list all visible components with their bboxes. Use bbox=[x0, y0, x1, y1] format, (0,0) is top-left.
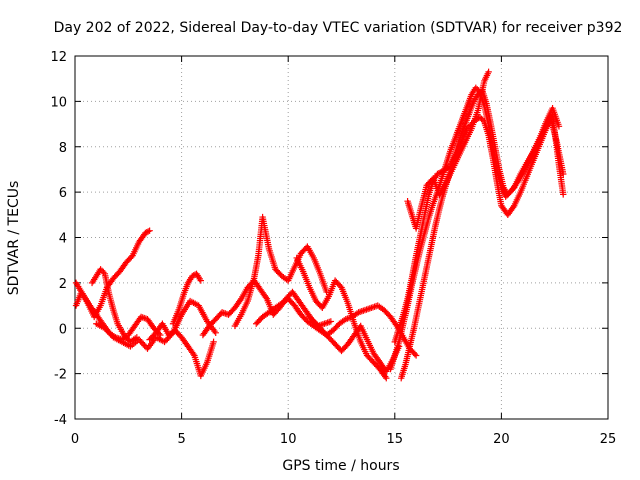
data-point bbox=[100, 269, 107, 276]
data-point bbox=[135, 336, 143, 343]
data-point bbox=[138, 339, 146, 346]
data-point bbox=[434, 170, 441, 178]
data-point bbox=[382, 373, 389, 380]
data-point bbox=[161, 338, 168, 346]
series-track-j bbox=[293, 254, 390, 382]
series-track-m bbox=[397, 86, 563, 382]
data-point bbox=[485, 68, 492, 76]
data-point bbox=[140, 340, 147, 348]
data-point bbox=[197, 277, 204, 284]
data-point bbox=[103, 326, 110, 333]
data-point bbox=[137, 337, 144, 345]
series-track-c bbox=[88, 266, 141, 346]
data-point bbox=[237, 297, 244, 304]
series-track-e bbox=[146, 320, 217, 380]
x-tick-label: 5 bbox=[177, 432, 185, 447]
data-point bbox=[190, 350, 197, 358]
y-tick-label: -4 bbox=[54, 413, 67, 428]
data-point bbox=[143, 229, 150, 236]
data-point bbox=[509, 204, 517, 211]
x-tick-label: 25 bbox=[600, 432, 617, 447]
series-track-f bbox=[169, 270, 204, 327]
series-track-h bbox=[231, 213, 330, 330]
y-tick-label: 4 bbox=[59, 232, 67, 247]
data-point bbox=[560, 170, 567, 178]
data-point bbox=[411, 350, 419, 358]
y-axis-label: SDTVAR / TECUs bbox=[6, 181, 22, 296]
data-point bbox=[383, 374, 390, 382]
y-tick-labels: -4 -2 0 2 4 6 8 10 12 bbox=[50, 50, 67, 428]
x-tick-label: 0 bbox=[71, 432, 79, 447]
data-point bbox=[107, 331, 114, 338]
y-tick-label: 10 bbox=[50, 95, 67, 110]
data-markers bbox=[72, 68, 567, 382]
plot-frame bbox=[74, 55, 609, 420]
axis-ticks bbox=[74, 55, 609, 420]
data-point bbox=[478, 115, 485, 122]
data-point bbox=[162, 337, 170, 344]
data-point bbox=[442, 166, 450, 173]
data-point bbox=[509, 185, 517, 193]
data-point bbox=[101, 325, 109, 332]
y-tick-label: 8 bbox=[59, 141, 67, 156]
data-point bbox=[164, 335, 171, 343]
data-point bbox=[337, 282, 344, 290]
y-tick-label: 0 bbox=[59, 322, 67, 337]
data-point bbox=[445, 163, 453, 170]
data-point bbox=[105, 329, 113, 336]
x-axis-label: GPS time / hours bbox=[282, 458, 399, 474]
series-track-n bbox=[391, 111, 567, 346]
y-tick-label: 12 bbox=[50, 50, 67, 65]
data-point bbox=[146, 227, 153, 234]
series-track-o bbox=[404, 68, 492, 232]
data-point bbox=[104, 328, 111, 335]
x-tick-label: 15 bbox=[387, 432, 404, 447]
y-tick-label: 2 bbox=[59, 277, 67, 292]
data-point bbox=[144, 228, 152, 235]
data-point bbox=[97, 266, 104, 273]
x-tick-label: 20 bbox=[493, 432, 510, 447]
data-point bbox=[412, 352, 420, 359]
data-point bbox=[438, 168, 445, 175]
grid-lines bbox=[75, 56, 608, 419]
data-point bbox=[439, 167, 447, 175]
series-track-b bbox=[72, 279, 164, 343]
x-tick-labels: 0 5 10 15 20 25 bbox=[71, 432, 616, 447]
data-point bbox=[212, 329, 219, 336]
data-point bbox=[128, 253, 135, 261]
data-point bbox=[560, 191, 567, 198]
data-point bbox=[474, 91, 482, 98]
data-point bbox=[210, 338, 217, 346]
data-point bbox=[444, 164, 451, 172]
data-point bbox=[435, 170, 443, 177]
data-point bbox=[437, 169, 444, 176]
y-tick-label: 6 bbox=[59, 186, 67, 201]
x-tick-label: 10 bbox=[280, 432, 297, 447]
data-point bbox=[472, 84, 480, 91]
chart-title: Day 202 of 2022, Sidereal Day-to-day VTE… bbox=[54, 20, 623, 36]
data-point bbox=[98, 267, 106, 274]
series-track-k bbox=[306, 313, 403, 375]
y-tick-label: -2 bbox=[54, 368, 67, 383]
data-point bbox=[327, 318, 335, 325]
data-point bbox=[142, 229, 149, 237]
data-point bbox=[262, 294, 270, 301]
data-point bbox=[479, 117, 487, 124]
data-point bbox=[476, 114, 484, 121]
